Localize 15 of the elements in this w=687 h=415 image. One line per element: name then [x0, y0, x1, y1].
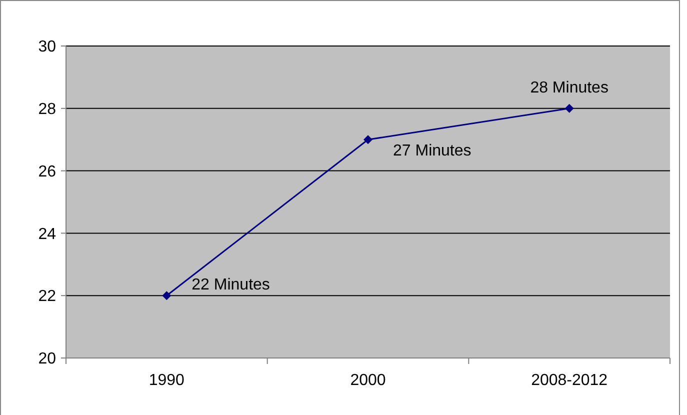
y-tick-label: 22: [38, 288, 56, 306]
x-tick-label: 1990: [148, 372, 185, 389]
point: [162, 291, 172, 300]
y-tick-label: 24: [38, 226, 56, 243]
data-label: 22 Minutes: [192, 276, 270, 294]
data-label: 28 Minutes: [530, 79, 608, 96]
x-tick-label: 2008-2012: [531, 372, 608, 389]
point: [564, 104, 574, 113]
y-tick-label: 30: [38, 38, 56, 56]
x-tick-label: 2000: [350, 372, 386, 389]
y-tick-label: 28: [38, 101, 56, 118]
y-tick-label: 20: [38, 350, 56, 368]
y-tick-label: 26: [38, 163, 56, 180]
data-label: 27 Minutes: [393, 142, 472, 160]
point: [364, 135, 372, 144]
